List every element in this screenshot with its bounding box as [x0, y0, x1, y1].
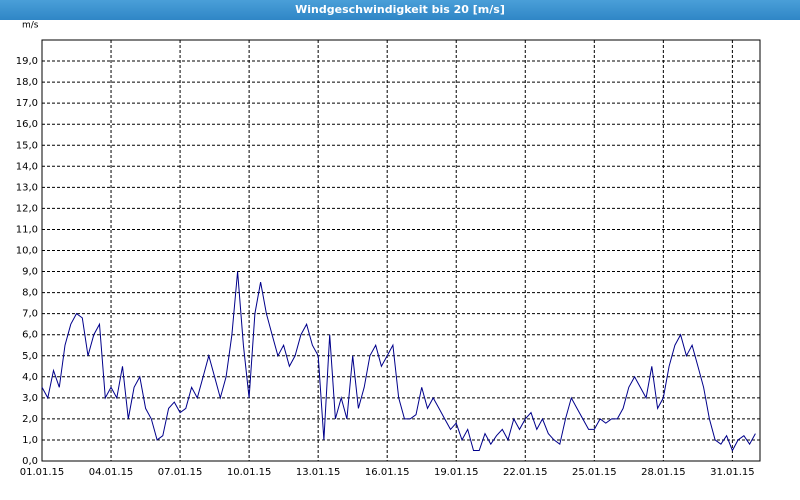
y-tick-label: 5,0 — [22, 351, 38, 362]
y-tick-label: 0,0 — [22, 456, 38, 467]
title-bar: Windgeschwindigkeit bis 20 [m/s] — [0, 0, 800, 20]
y-tick-label: 19,0 — [16, 56, 38, 67]
y-tick-label: 7,0 — [22, 309, 38, 320]
x-tick-label: 10.01.15 — [227, 467, 272, 478]
x-tick-label: 16.01.15 — [365, 467, 410, 478]
x-tick-label: 28.01.15 — [641, 467, 686, 478]
plot-frame — [41, 39, 761, 462]
y-tick-label: 13,0 — [16, 182, 38, 193]
x-tick-label: 04.01.15 — [89, 467, 134, 478]
y-tick-label: 10,0 — [16, 246, 38, 257]
y-tick-label: 3,0 — [22, 393, 38, 404]
y-tick-label: 14,0 — [16, 161, 38, 172]
chart: m/s 0,0 1,0 2,0 3,0 4,0 5,0 6,0 7,0 8,0 9,0 10,0 11… — [16, 21, 761, 478]
y-tick-label: 8,0 — [22, 288, 38, 299]
y-tick-label: 15,0 — [16, 140, 38, 151]
y-axis-label: m/s — [22, 21, 39, 31]
y-tick-label: 6,0 — [22, 330, 38, 341]
x-tick-label: 25.01.15 — [572, 467, 617, 478]
y-tick-label: 12,0 — [16, 203, 38, 214]
y-tick-label: 18,0 — [16, 77, 38, 88]
y-tick-label: 17,0 — [16, 98, 38, 109]
y-tick-label: 11,0 — [16, 224, 38, 235]
data-line — [41, 271, 756, 452]
x-tick-label: 07.01.15 — [158, 467, 203, 478]
y-tick-label: 16,0 — [16, 119, 38, 130]
x-tick-label: 13.01.15 — [296, 467, 341, 478]
x-tick-label: 31.01.15 — [710, 467, 755, 478]
x-tick-label: 01.01.15 — [20, 467, 65, 478]
y-tick-label: 4,0 — [22, 372, 38, 383]
x-tick-label: 19.01.15 — [434, 467, 479, 478]
y-tick-label: 9,0 — [22, 267, 38, 278]
y-tick-label: 1,0 — [22, 435, 38, 446]
x-tick-label: 22.01.15 — [503, 467, 548, 478]
y-tick-label: 2,0 — [22, 414, 38, 425]
